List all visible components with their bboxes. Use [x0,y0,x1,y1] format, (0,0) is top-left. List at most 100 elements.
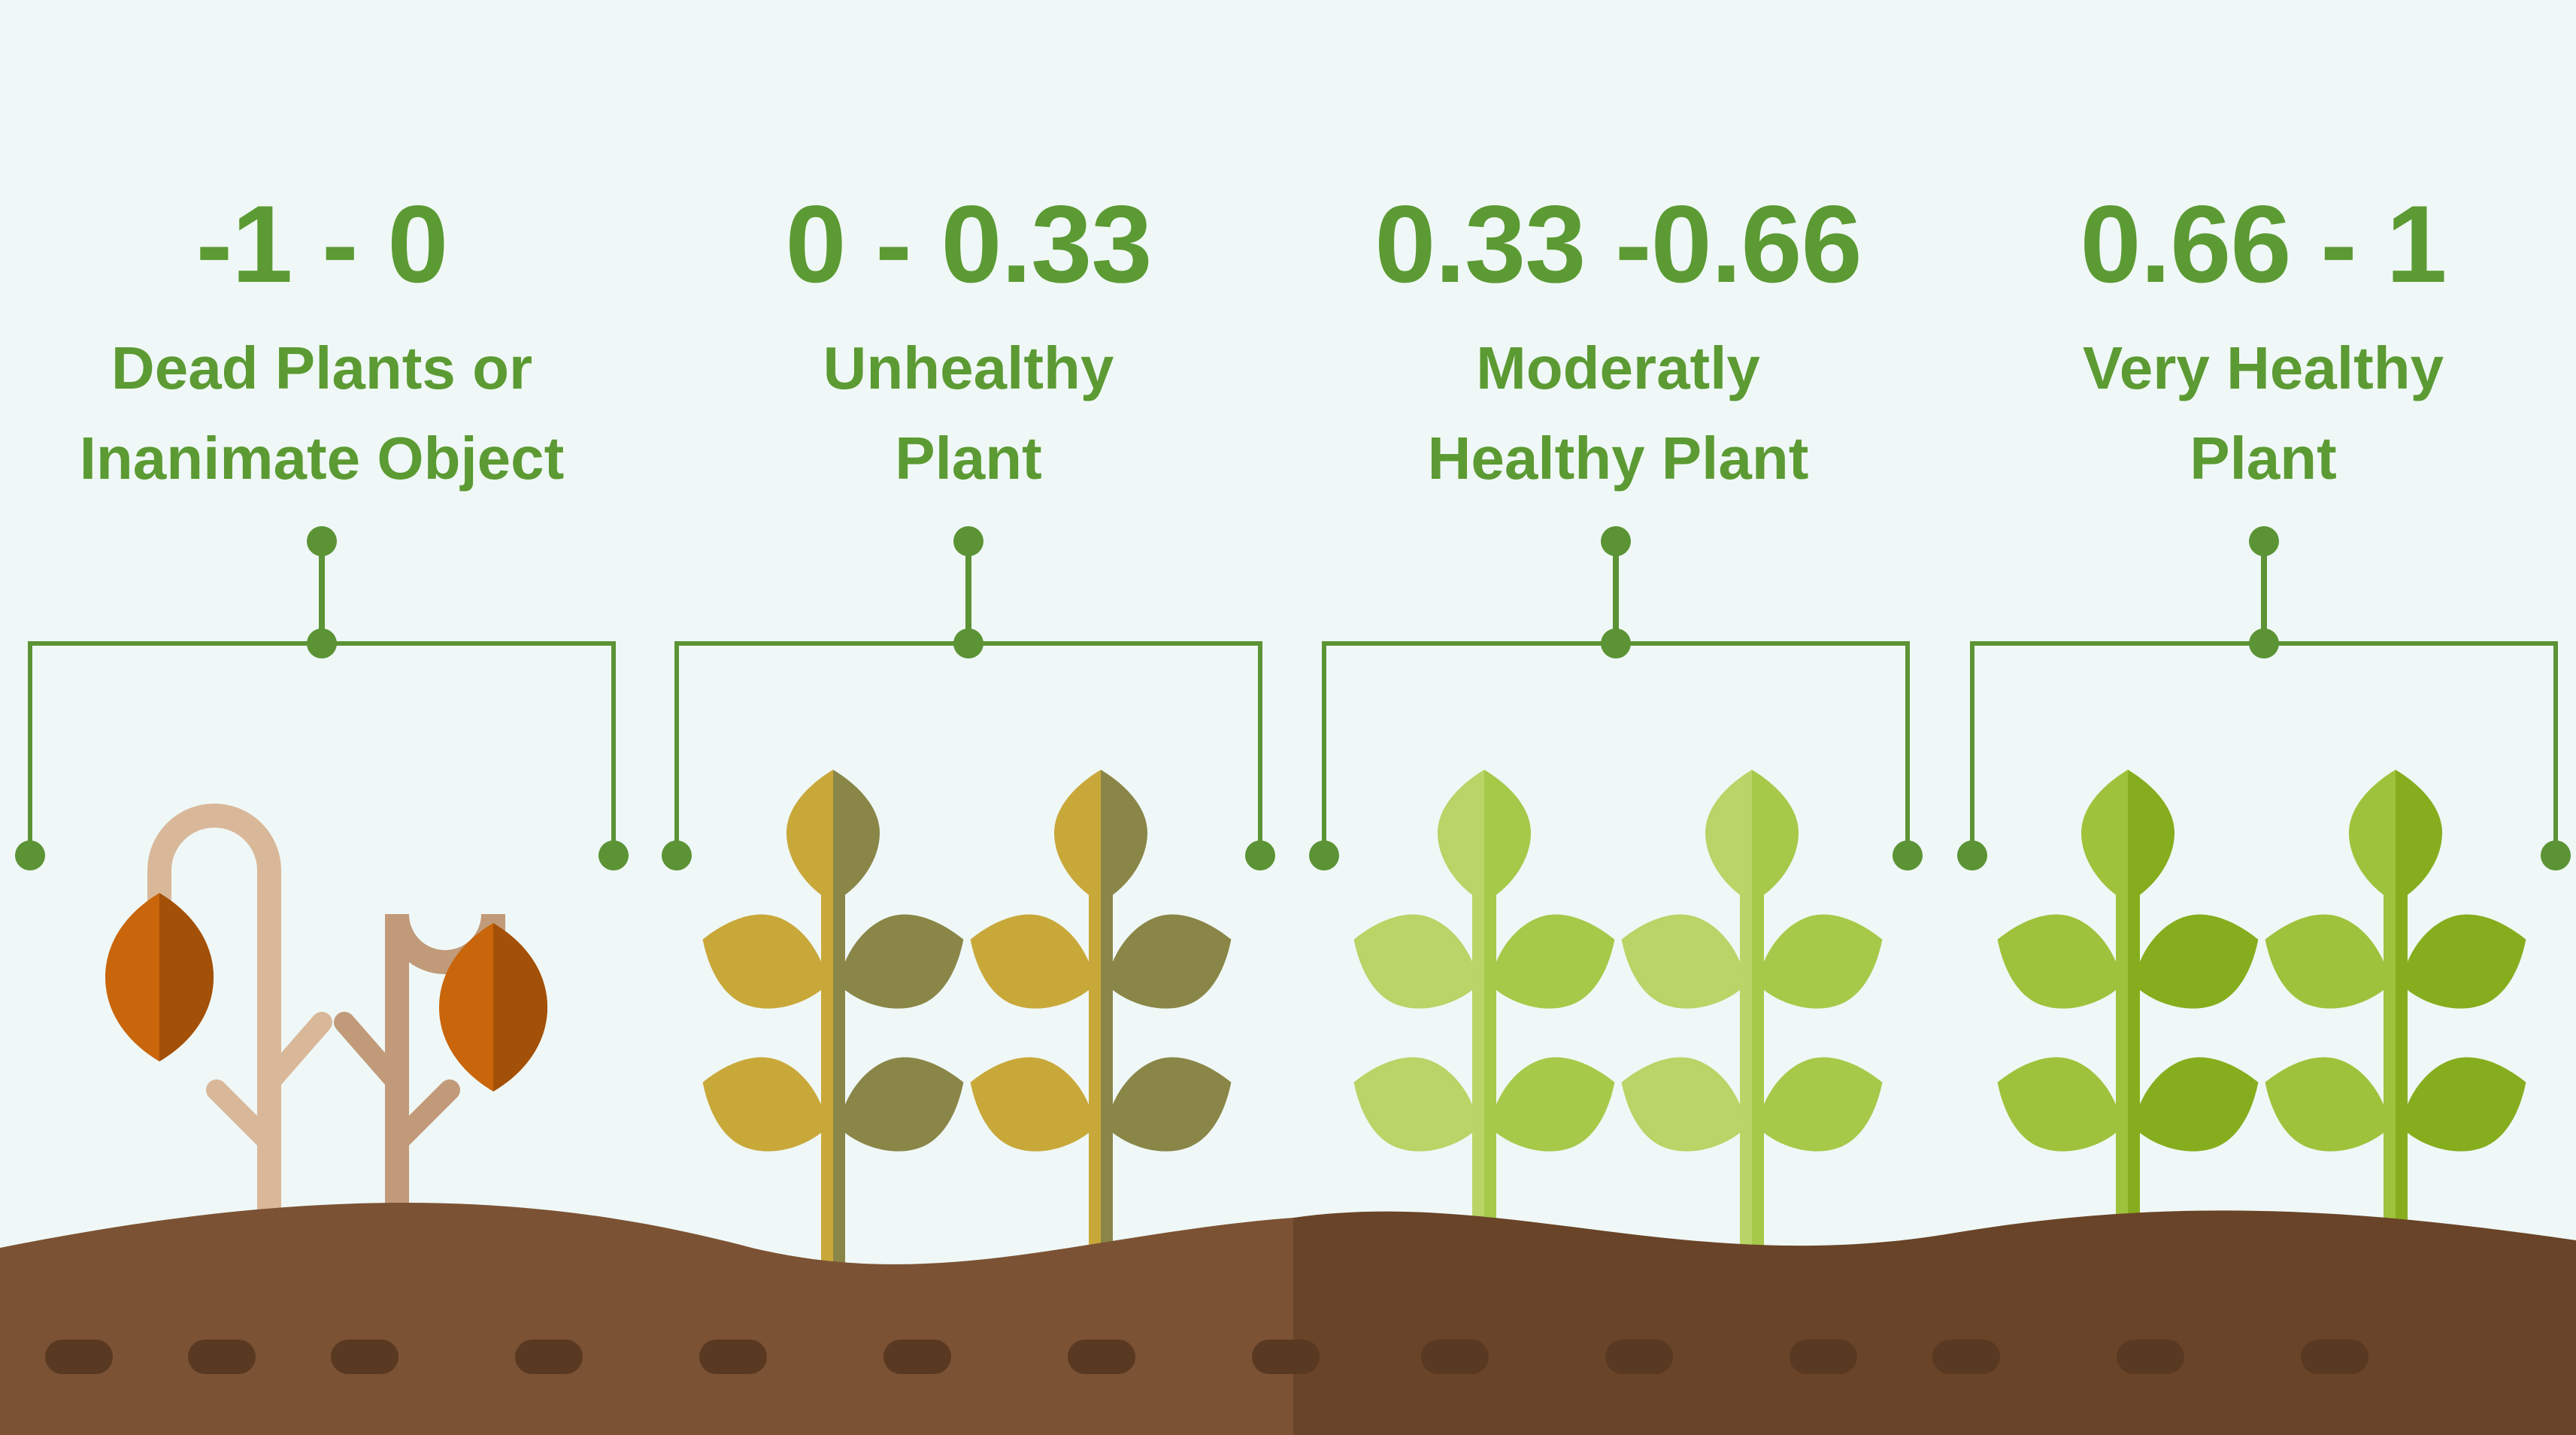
healthy-plant-2 [2265,770,2526,1233]
leaf-left-lower [702,1057,827,1152]
soil-dot-3 [331,1340,399,1374]
connector-dot-junction [953,628,983,658]
soil-dot-9 [1421,1340,1489,1374]
leaf-top [786,770,880,902]
description-line-1: Very Healthy [2082,335,2444,401]
connector-dot-right [1893,840,1923,870]
connector-dot-right [2541,840,2571,870]
dead-branch [259,1012,332,1093]
category-moderate: 0.33 -0.66 Moderatly Healthy Plant [1332,173,1904,504]
bracket-connector-3 [1309,526,1923,870]
leaf-right-upper [2402,914,2526,1009]
connector-dot-left [15,840,45,870]
range-label: 0 - 0.33 [785,183,1152,305]
leaf-right-upper [1107,914,1232,1009]
leaf-top [1054,770,1147,902]
dead-branch [386,1079,460,1153]
stem-right [1752,849,1764,1270]
soil [0,1203,2576,1435]
connector-dot-top [953,526,983,556]
leaf-shape [1758,1057,1883,1152]
leaf-top-left [1054,770,1101,902]
bracket-connector-4 [1957,526,2571,870]
description-line-2: Plant [2190,425,2337,492]
healthy-plant-1 [1997,770,2259,1248]
soil-dot-5 [699,1340,767,1374]
soil-dot-14 [2301,1340,2368,1374]
soil-dot-4 [515,1340,583,1374]
leaf-shape [2402,1057,2526,1152]
stem-right [1484,849,1496,1233]
leaf-right-lower [1490,1057,1615,1152]
sprout-plants [702,770,2526,1270]
bracket-connector-2 [662,526,1275,870]
leaf-shape [1490,914,1615,1009]
leaf-top-left [786,770,833,902]
dead-leaf [439,923,547,1091]
bracket-line [674,641,1262,855]
dead-plants [105,804,547,1245]
leaf-top [2349,770,2442,902]
leaf-right-upper [2134,914,2259,1009]
stem-left [1740,849,1752,1270]
dead-leaf [105,893,214,1061]
leaf-shape [970,914,1095,1009]
soil-dot-6 [883,1340,951,1374]
connector-dot-right [599,840,629,870]
bracket-line [1322,641,1910,855]
leaf-shape [702,1057,827,1152]
description-line-2: Plant [895,425,1042,492]
unhealthy-plant-1 [702,770,964,1270]
leaf-left-lower [970,1057,1095,1152]
leaf-shape [1997,1057,2122,1152]
soil-dot-2 [188,1340,256,1374]
soil-dot-8 [1252,1340,1320,1374]
leaf-top [1705,770,1799,902]
connector-dot-junction [1601,628,1631,658]
leaf-top-right [1752,770,1799,902]
bracket-line [28,641,616,855]
soil-dot-10 [1605,1340,1673,1374]
description-line-1: Unhealthy [823,335,1114,401]
unhealthy-plant-2 [970,770,1232,1248]
bracket-line [1970,641,2558,855]
leaf-shape [1353,1057,1478,1152]
leaf-right-lower [2402,1057,2526,1152]
leaf-top-right [833,770,880,902]
leaf-left-lower [2265,1057,2390,1152]
connector-dot-top [307,526,337,556]
leaf-right-lower [1758,1057,1883,1152]
leaf-left-upper [702,914,827,1009]
stem-right [833,849,845,1270]
soil-dot-7 [1068,1340,1135,1374]
leaf-right-lower [839,1057,964,1152]
leaf-left-upper [1997,914,2122,1009]
connector-dot-top [2249,526,2279,556]
leaf-shape [1621,914,1746,1009]
connector-dot-junction [2249,628,2279,658]
leaf-shape [1107,1057,1232,1152]
description-line-1: Moderatly [1476,335,1760,401]
leaf-top-right [2396,770,2442,902]
connector-dot-left [1957,840,1987,870]
leaf-shape [1621,1057,1746,1152]
stem-right [2396,849,2408,1233]
category-unhealthy: 0 - 0.33 Unhealthy Plant [683,173,1254,504]
leaf-top-right [2128,770,2174,902]
connector-dot-left [662,840,692,870]
leaf-top [2081,770,2174,902]
soil-dot-1 [45,1340,113,1374]
leaf-right-lower [2134,1057,2259,1152]
leaf-top-left [1438,770,1484,902]
leaf-shape [1758,914,1883,1009]
leaf-shape [2134,914,2259,1009]
leaf-shape [2134,1057,2259,1152]
soil-dot-11 [1790,1340,1857,1374]
leaf-left-upper [1353,914,1478,1009]
soil-left [0,1203,1293,1435]
connector-dot-left [1309,840,1339,870]
stem-left [821,849,833,1270]
leaf-left-upper [1621,914,1746,1009]
